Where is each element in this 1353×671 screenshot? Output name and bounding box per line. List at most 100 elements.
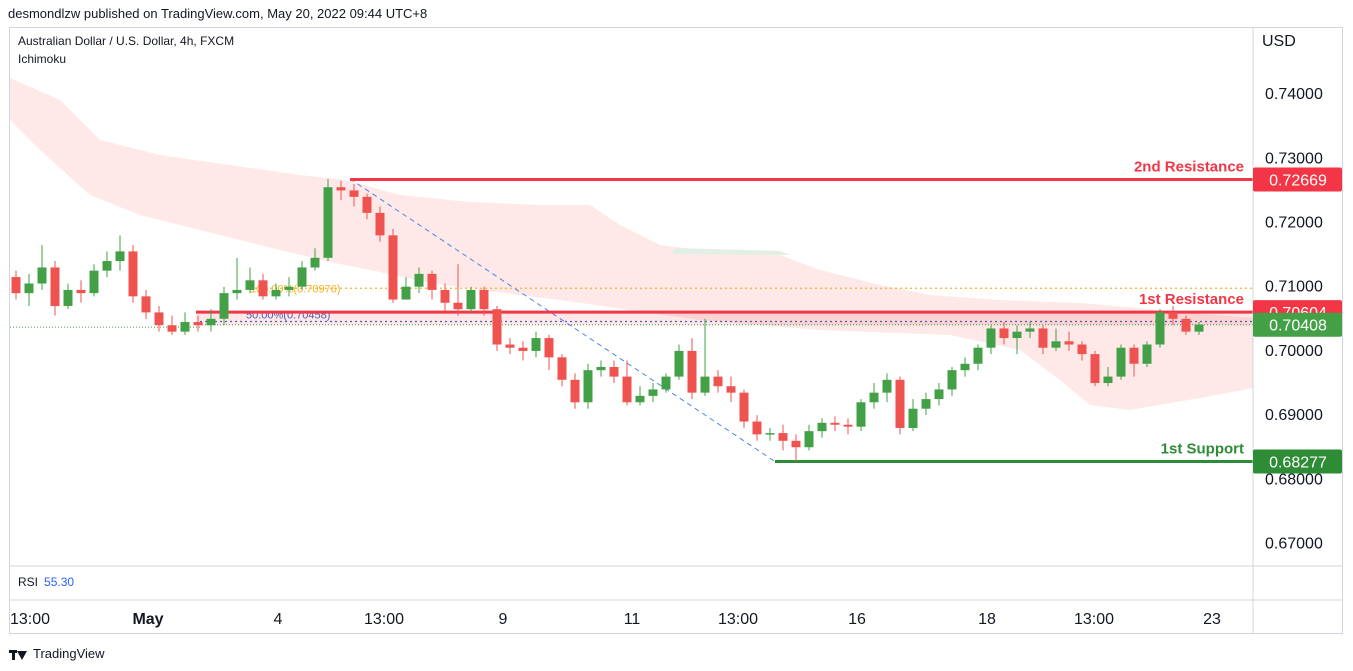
candle: [401, 277, 411, 300]
candle-body: [414, 273, 424, 287]
candle: [778, 424, 788, 451]
candle: [453, 264, 463, 316]
candle-body: [960, 363, 970, 371]
candle-body: [817, 422, 827, 432]
candle: [791, 434, 801, 462]
candle-body: [518, 347, 528, 351]
level-name: 1st Resistance: [1139, 291, 1244, 308]
candle-body: [427, 273, 437, 290]
candle-body: [531, 338, 541, 351]
x-tick-label: May: [132, 611, 163, 628]
candle: [271, 283, 281, 300]
x-tick-label: 18: [978, 611, 996, 628]
candle: [973, 344, 983, 371]
candle: [674, 344, 684, 380]
candle: [1194, 322, 1204, 335]
x-tick-label: 13:00: [1074, 611, 1114, 628]
candle-body: [804, 431, 814, 448]
candle: [635, 386, 645, 406]
chart-frame: [9, 27, 1343, 634]
candle: [882, 373, 892, 403]
candle: [180, 312, 190, 335]
candle: [89, 264, 99, 297]
y-tick-label: 0.69000: [1265, 407, 1323, 424]
level-price-value: 0.72669: [1269, 173, 1327, 190]
candle: [661, 373, 671, 393]
indicator-name[interactable]: Ichimoku: [18, 52, 67, 66]
candle-body: [440, 289, 450, 303]
candle: [557, 354, 567, 387]
resistance-zone: [196, 312, 1253, 326]
footer[interactable]: TradingView: [9, 646, 105, 661]
candle-body: [336, 187, 346, 191]
candle: [752, 415, 762, 441]
x-tick-label: 23: [1203, 611, 1221, 628]
candle-body: [856, 402, 866, 427]
candle: [102, 251, 112, 278]
footer-brand: TradingView: [33, 646, 105, 661]
candle: [544, 334, 554, 371]
candle-body: [271, 289, 281, 297]
candle: [648, 383, 658, 403]
candle-body: [895, 379, 905, 428]
candle-body: [505, 344, 515, 348]
candle: [375, 206, 385, 242]
candle-body: [1142, 344, 1152, 364]
candle-body: [362, 196, 372, 213]
candle-body: [713, 376, 723, 387]
candle: [167, 315, 177, 335]
candle: [466, 286, 476, 313]
candle: [1051, 328, 1061, 351]
candle: [1168, 305, 1178, 326]
candle-body: [102, 261, 112, 271]
candle: [336, 180, 346, 201]
x-tick-label: 4: [274, 611, 283, 628]
candle-body: [1103, 376, 1113, 384]
candle: [804, 424, 814, 451]
candle: [622, 360, 632, 406]
candle-body: [193, 322, 203, 326]
currency-label: USD: [1262, 33, 1296, 50]
candle-body: [843, 424, 853, 427]
ichimoku-cloud-green: [670, 248, 790, 255]
candle: [895, 376, 905, 435]
candle-body: [349, 190, 359, 197]
symbol-title[interactable]: Australian Dollar / U.S. Dollar, 4h, FXC…: [18, 34, 235, 48]
candle-body: [1181, 318, 1191, 332]
candle: [1077, 341, 1087, 361]
y-tick-label: 0.72000: [1265, 215, 1323, 232]
candle: [1012, 325, 1022, 355]
candle-body: [726, 386, 736, 393]
candle-body: [1038, 328, 1048, 348]
candle-body: [310, 257, 320, 268]
candle: [726, 376, 736, 403]
candle: [934, 383, 944, 406]
candle: [596, 360, 606, 377]
candle: [50, 261, 60, 316]
candle: [128, 244, 138, 303]
candle: [739, 389, 749, 428]
candle: [349, 183, 359, 207]
candle: [921, 392, 931, 416]
candle-body: [934, 389, 944, 400]
rsi-label: RSI: [18, 575, 39, 589]
candle: [1181, 315, 1191, 335]
candle: [1025, 322, 1035, 339]
tradingview-logo-icon: [9, 648, 27, 660]
candle: [232, 257, 242, 300]
candle-body: [973, 347, 983, 364]
candle: [1129, 344, 1139, 377]
candle-body: [1064, 341, 1074, 345]
level-price-tag: [1253, 167, 1342, 192]
candle-body: [180, 322, 190, 332]
rsi-pane-label[interactable]: RSI 55.30: [18, 575, 74, 589]
candle-body: [11, 277, 21, 294]
candle-body: [89, 270, 99, 294]
candle: [817, 418, 827, 438]
candle: [856, 399, 866, 432]
candle-body: [635, 395, 645, 403]
candle: [908, 399, 918, 432]
candle-body: [388, 235, 398, 300]
candle: [1103, 366, 1113, 387]
